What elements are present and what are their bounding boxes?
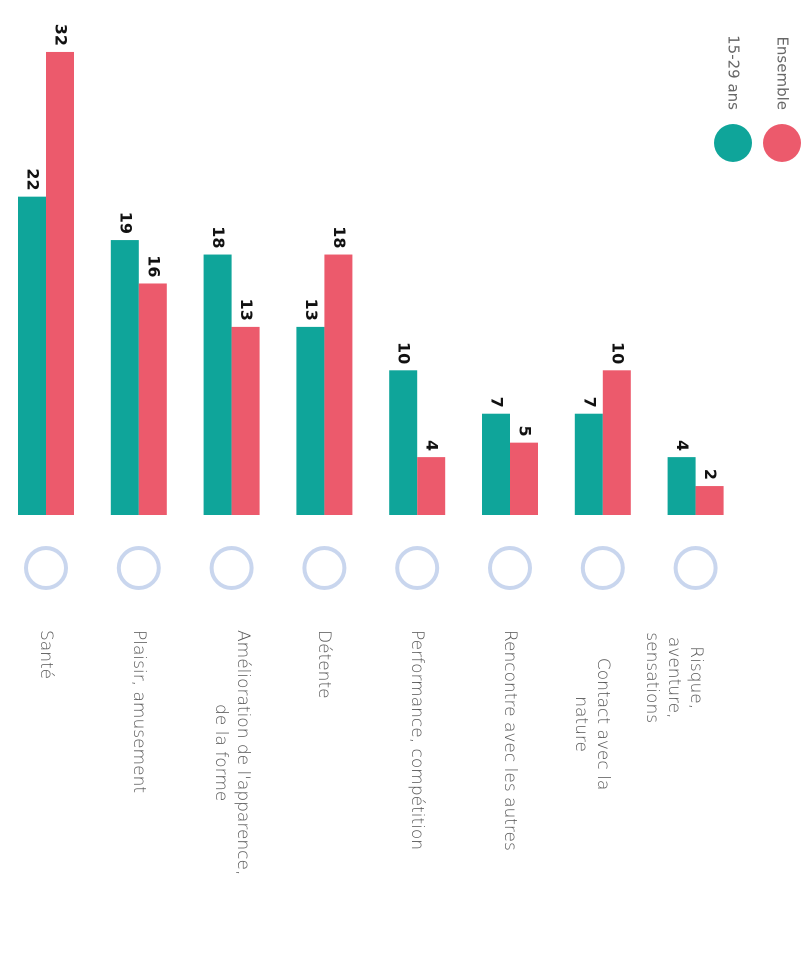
value-label: 22 xyxy=(24,168,43,190)
category-label: Détente xyxy=(314,630,335,699)
bar xyxy=(110,240,139,515)
bar xyxy=(574,413,603,515)
category-icon xyxy=(488,546,532,590)
legend-label: 15-29 ans xyxy=(725,35,743,110)
category-label: Amélioration de l'apparence, de la forme xyxy=(210,630,253,876)
value-label: 2 xyxy=(701,469,720,480)
value-label: 18 xyxy=(209,226,228,248)
bar xyxy=(231,326,260,515)
legend-swatch xyxy=(763,124,801,162)
bar xyxy=(203,254,232,516)
value-label: 7 xyxy=(488,397,507,408)
legend-swatch xyxy=(714,124,752,162)
value-label: 13 xyxy=(237,299,256,321)
category-icon xyxy=(673,546,718,590)
category-icon xyxy=(302,546,347,590)
category-label: Risque, aventure, sensations xyxy=(641,632,706,724)
value-label: 4 xyxy=(423,440,442,451)
category-label: Plaisir, amusement xyxy=(128,630,149,794)
category-icon xyxy=(116,546,161,590)
value-label: 18 xyxy=(330,226,349,248)
bar xyxy=(482,413,510,515)
bar xyxy=(695,486,724,515)
bar xyxy=(510,442,538,515)
value-label: 19 xyxy=(116,212,135,234)
value-label: 13 xyxy=(302,299,321,321)
value-label: 4 xyxy=(673,440,692,451)
bar xyxy=(602,370,631,515)
bar xyxy=(417,457,446,515)
bar xyxy=(324,254,353,516)
bar xyxy=(667,457,696,515)
category-icon xyxy=(580,546,625,590)
category-icon xyxy=(209,546,254,590)
category-icon xyxy=(395,546,440,590)
category-label: Rencontre avec les autres xyxy=(500,630,520,851)
category-label: Santé xyxy=(36,630,56,680)
legend-label: Ensemble xyxy=(774,36,792,110)
bar xyxy=(46,51,74,516)
bar xyxy=(18,196,46,515)
value-label: 5 xyxy=(516,426,535,437)
category-icon xyxy=(24,546,68,590)
value-label: 7 xyxy=(580,397,599,408)
value-label: 16 xyxy=(144,255,163,277)
bar xyxy=(138,283,167,515)
value-label: 10 xyxy=(395,342,414,364)
bar xyxy=(389,370,418,515)
value-label: 32 xyxy=(52,24,71,46)
category-label: Contact avec la nature xyxy=(570,657,613,791)
category-label: Performance, compétition xyxy=(407,630,428,851)
bar xyxy=(296,326,325,515)
value-label: 10 xyxy=(608,342,627,364)
